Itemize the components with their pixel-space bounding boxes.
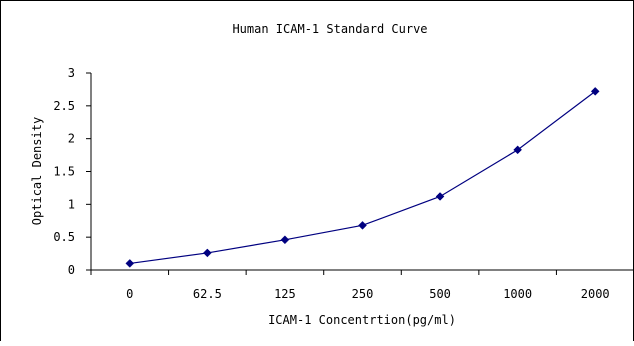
- x-tick-label: 125: [274, 287, 296, 301]
- y-tick-label: 3: [68, 66, 75, 80]
- data-point: [435, 192, 445, 201]
- x-axis-label: ICAM-1 Concentrtion(pg/ml): [268, 313, 456, 327]
- data-point: [125, 259, 135, 268]
- y-axis: 0 0.5 1 1.5 2 2.5 3: [53, 66, 92, 277]
- y-tick-label: 1: [68, 197, 75, 211]
- x-tick-label: 62.5: [193, 287, 222, 301]
- x-axis: 0 62.5 125 250 500 1000 2000: [90, 269, 634, 301]
- series-line: [129, 90, 596, 265]
- x-tick-label: 500: [429, 287, 451, 301]
- x-tick-label: 1000: [503, 287, 532, 301]
- data-point: [590, 87, 600, 96]
- y-axis-label: Optical Density: [30, 117, 44, 225]
- y-tick-label: 2.5: [53, 99, 75, 113]
- x-tick-label: 250: [352, 287, 374, 301]
- data-point: [513, 145, 522, 155]
- series-1: [125, 87, 600, 268]
- data-point: [280, 235, 290, 245]
- y-tick-label: 0: [68, 263, 75, 277]
- chart-title: Human ICAM-1 Standard Curve: [232, 22, 427, 36]
- y-tick-label: 1.5: [53, 165, 75, 179]
- y-tick-label: 0.5: [53, 230, 75, 244]
- y-tick-label: 2: [68, 132, 75, 146]
- x-tick-label: 0: [126, 287, 133, 301]
- data-point: [358, 220, 367, 230]
- data-point: [203, 248, 212, 258]
- x-tick-label: 2000: [581, 287, 610, 301]
